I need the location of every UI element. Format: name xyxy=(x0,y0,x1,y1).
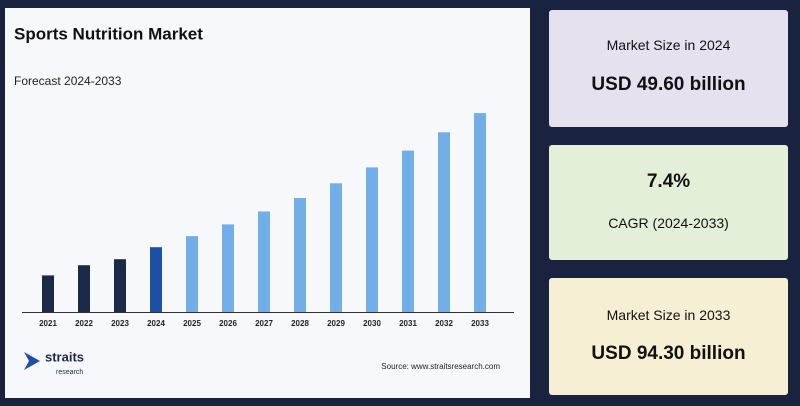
bar xyxy=(402,150,414,312)
x-tick-label: 2023 xyxy=(111,319,129,328)
x-tick-label: 2025 xyxy=(183,319,201,328)
bar xyxy=(474,113,486,312)
card-value: USD 49.60 billion xyxy=(591,74,746,95)
x-tick-label: 2029 xyxy=(327,319,345,328)
card-value: USD 94.30 billion xyxy=(591,343,746,364)
chart-panel xyxy=(5,8,530,398)
x-tick-label: 2026 xyxy=(219,319,237,328)
bar xyxy=(438,132,450,312)
bar xyxy=(330,183,342,312)
x-tick-label: 2032 xyxy=(435,319,453,328)
x-tick-label: 2033 xyxy=(471,319,489,328)
x-tick-label: 2022 xyxy=(75,319,93,328)
bar xyxy=(78,265,90,312)
x-tick-label: 2031 xyxy=(399,319,417,328)
card-label: Market Size in 2033 xyxy=(606,307,731,323)
card-label: Market Size in 2024 xyxy=(606,37,731,53)
bar xyxy=(258,211,270,312)
bar xyxy=(114,259,126,312)
source: Source: www.straitsresearch.com xyxy=(381,362,500,371)
card: Market Size in 2033 USD 94.30 billion xyxy=(549,278,788,395)
chart-subtitle: Forecast 2024-2033 xyxy=(14,74,122,88)
brand-name: straits xyxy=(45,349,84,364)
bar xyxy=(222,224,234,312)
x-tick-label: 2021 xyxy=(39,319,57,328)
card-value: 7.4% xyxy=(646,171,691,192)
bar xyxy=(186,236,198,312)
card: 7.4% CAGR (2024-2033) xyxy=(549,145,788,260)
brand-tagline: research xyxy=(56,369,83,376)
logo: straits research xyxy=(24,349,84,376)
bar xyxy=(294,198,306,312)
chart-title: Sports Nutrition Market xyxy=(14,24,203,43)
x-tick-label: 2027 xyxy=(255,319,273,328)
card: Market Size in 2024 USD 49.60 billion xyxy=(549,10,788,127)
bar xyxy=(42,275,54,312)
card-label: CAGR (2024-2033) xyxy=(608,215,729,231)
bar xyxy=(366,167,378,312)
x-tick-label: 2028 xyxy=(291,319,309,328)
x-tick-label: 2024 xyxy=(147,319,165,328)
x-tick-label: 2030 xyxy=(363,319,381,328)
bar xyxy=(150,247,162,312)
